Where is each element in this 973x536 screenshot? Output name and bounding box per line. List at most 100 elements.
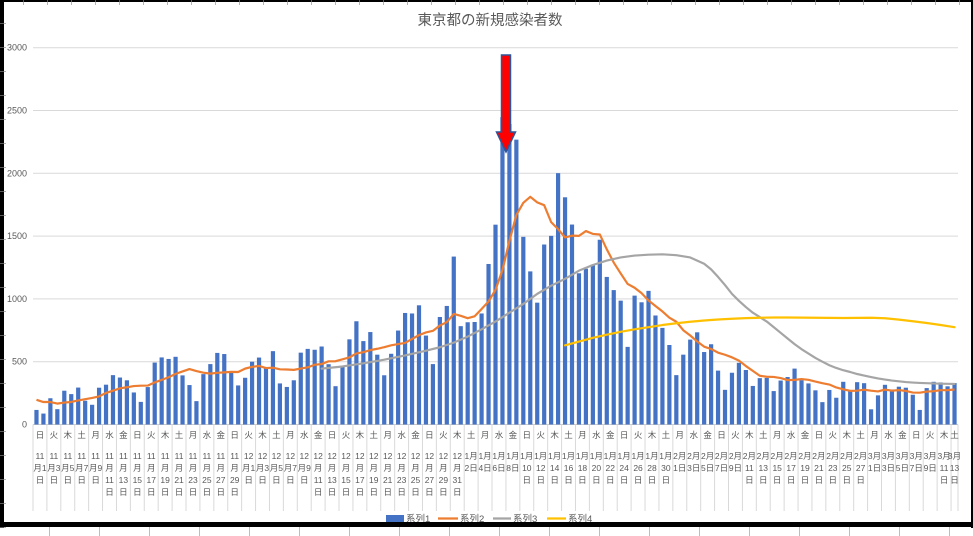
bar[interactable]	[632, 295, 637, 425]
bar[interactable]	[799, 380, 804, 425]
bar[interactable]	[423, 335, 429, 425]
bar[interactable]	[952, 383, 957, 425]
bar[interactable]	[542, 244, 547, 425]
bar[interactable]	[479, 313, 484, 425]
bar[interactable]	[402, 312, 408, 425]
bar[interactable]	[437, 316, 442, 425]
bar[interactable]	[48, 398, 53, 425]
bar[interactable]	[55, 409, 60, 425]
bar[interactable]	[729, 372, 735, 425]
bar[interactable]	[507, 124, 512, 425]
bar[interactable]	[667, 344, 672, 425]
bar[interactable]	[396, 330, 401, 425]
bar[interactable]	[458, 326, 463, 425]
bar[interactable]	[771, 391, 776, 425]
bar[interactable]	[96, 387, 102, 425]
bar[interactable]	[416, 305, 422, 425]
bar[interactable]	[430, 364, 436, 425]
bar[interactable]	[569, 224, 575, 425]
bar[interactable]	[945, 386, 950, 425]
bar[interactable]	[152, 362, 157, 425]
bar[interactable]	[792, 368, 797, 425]
bar[interactable]	[103, 384, 109, 425]
bar[interactable]	[757, 378, 762, 425]
bar[interactable]	[284, 386, 289, 425]
bar[interactable]	[201, 374, 206, 425]
bar[interactable]	[639, 302, 644, 425]
bar[interactable]	[889, 389, 895, 425]
bar[interactable]	[166, 358, 171, 425]
bar[interactable]	[528, 271, 533, 425]
series4-line[interactable]	[563, 316, 956, 347]
bar[interactable]	[827, 389, 832, 425]
bar[interactable]	[681, 354, 686, 425]
bar[interactable]	[76, 387, 81, 425]
line-series[interactable]	[36, 195, 956, 405]
bar[interactable]	[215, 352, 220, 425]
bar[interactable]	[472, 322, 477, 425]
bar[interactable]	[855, 382, 860, 425]
bar[interactable]	[674, 375, 679, 425]
bar[interactable]	[555, 173, 561, 425]
bar[interactable]	[750, 385, 755, 425]
bar[interactable]	[910, 394, 915, 425]
bar[interactable]	[625, 346, 630, 425]
bar[interactable]	[277, 383, 282, 425]
bar[interactable]	[194, 401, 199, 425]
bar[interactable]	[660, 327, 665, 425]
bar[interactable]	[875, 395, 881, 425]
series3-line[interactable]	[320, 253, 956, 386]
bar[interactable]	[862, 383, 867, 425]
bar[interactable]	[229, 371, 234, 425]
bar[interactable]	[249, 361, 255, 425]
bar[interactable]	[917, 409, 922, 425]
bar[interactable]	[34, 409, 39, 425]
bar[interactable]	[806, 383, 811, 425]
bar[interactable]	[69, 394, 74, 425]
bar[interactable]	[618, 300, 623, 425]
bar[interactable]	[124, 380, 129, 425]
bar[interactable]	[486, 263, 491, 425]
bar[interactable]	[903, 387, 908, 425]
bar[interactable]	[882, 384, 888, 425]
bar[interactable]	[868, 409, 874, 425]
bar[interactable]	[389, 353, 394, 425]
bar[interactable]	[236, 385, 241, 425]
bar[interactable]	[298, 352, 303, 425]
bar[interactable]	[326, 364, 331, 425]
bar[interactable]	[736, 362, 742, 425]
bar[interactable]	[173, 356, 178, 425]
series1-bars[interactable]	[34, 117, 957, 425]
bar[interactable]	[896, 386, 901, 425]
bar[interactable]	[256, 357, 262, 425]
bar[interactable]	[263, 368, 269, 425]
bar[interactable]	[695, 332, 700, 425]
bar[interactable]	[368, 332, 373, 425]
bar[interactable]	[604, 276, 609, 425]
bar[interactable]	[938, 382, 943, 425]
bar[interactable]	[159, 357, 164, 425]
bar[interactable]	[688, 339, 693, 425]
bar[interactable]	[562, 197, 568, 425]
bar[interactable]	[180, 375, 185, 425]
bar[interactable]	[90, 404, 95, 425]
bar[interactable]	[590, 264, 595, 425]
bar[interactable]	[535, 302, 540, 425]
bar[interactable]	[319, 346, 324, 425]
bar[interactable]	[83, 400, 88, 425]
bar[interactable]	[451, 256, 456, 425]
bar[interactable]	[514, 139, 519, 425]
bar[interactable]	[931, 381, 936, 425]
bar[interactable]	[62, 390, 67, 425]
bar[interactable]	[145, 387, 150, 425]
bar[interactable]	[820, 402, 825, 425]
bar[interactable]	[361, 341, 366, 425]
bar[interactable]	[715, 370, 721, 425]
bar[interactable]	[841, 381, 846, 425]
bar[interactable]	[117, 377, 123, 425]
bar[interactable]	[243, 377, 248, 425]
bar[interactable]	[312, 349, 317, 425]
bar[interactable]	[924, 388, 929, 425]
bar[interactable]	[208, 364, 213, 425]
bar[interactable]	[576, 273, 582, 425]
